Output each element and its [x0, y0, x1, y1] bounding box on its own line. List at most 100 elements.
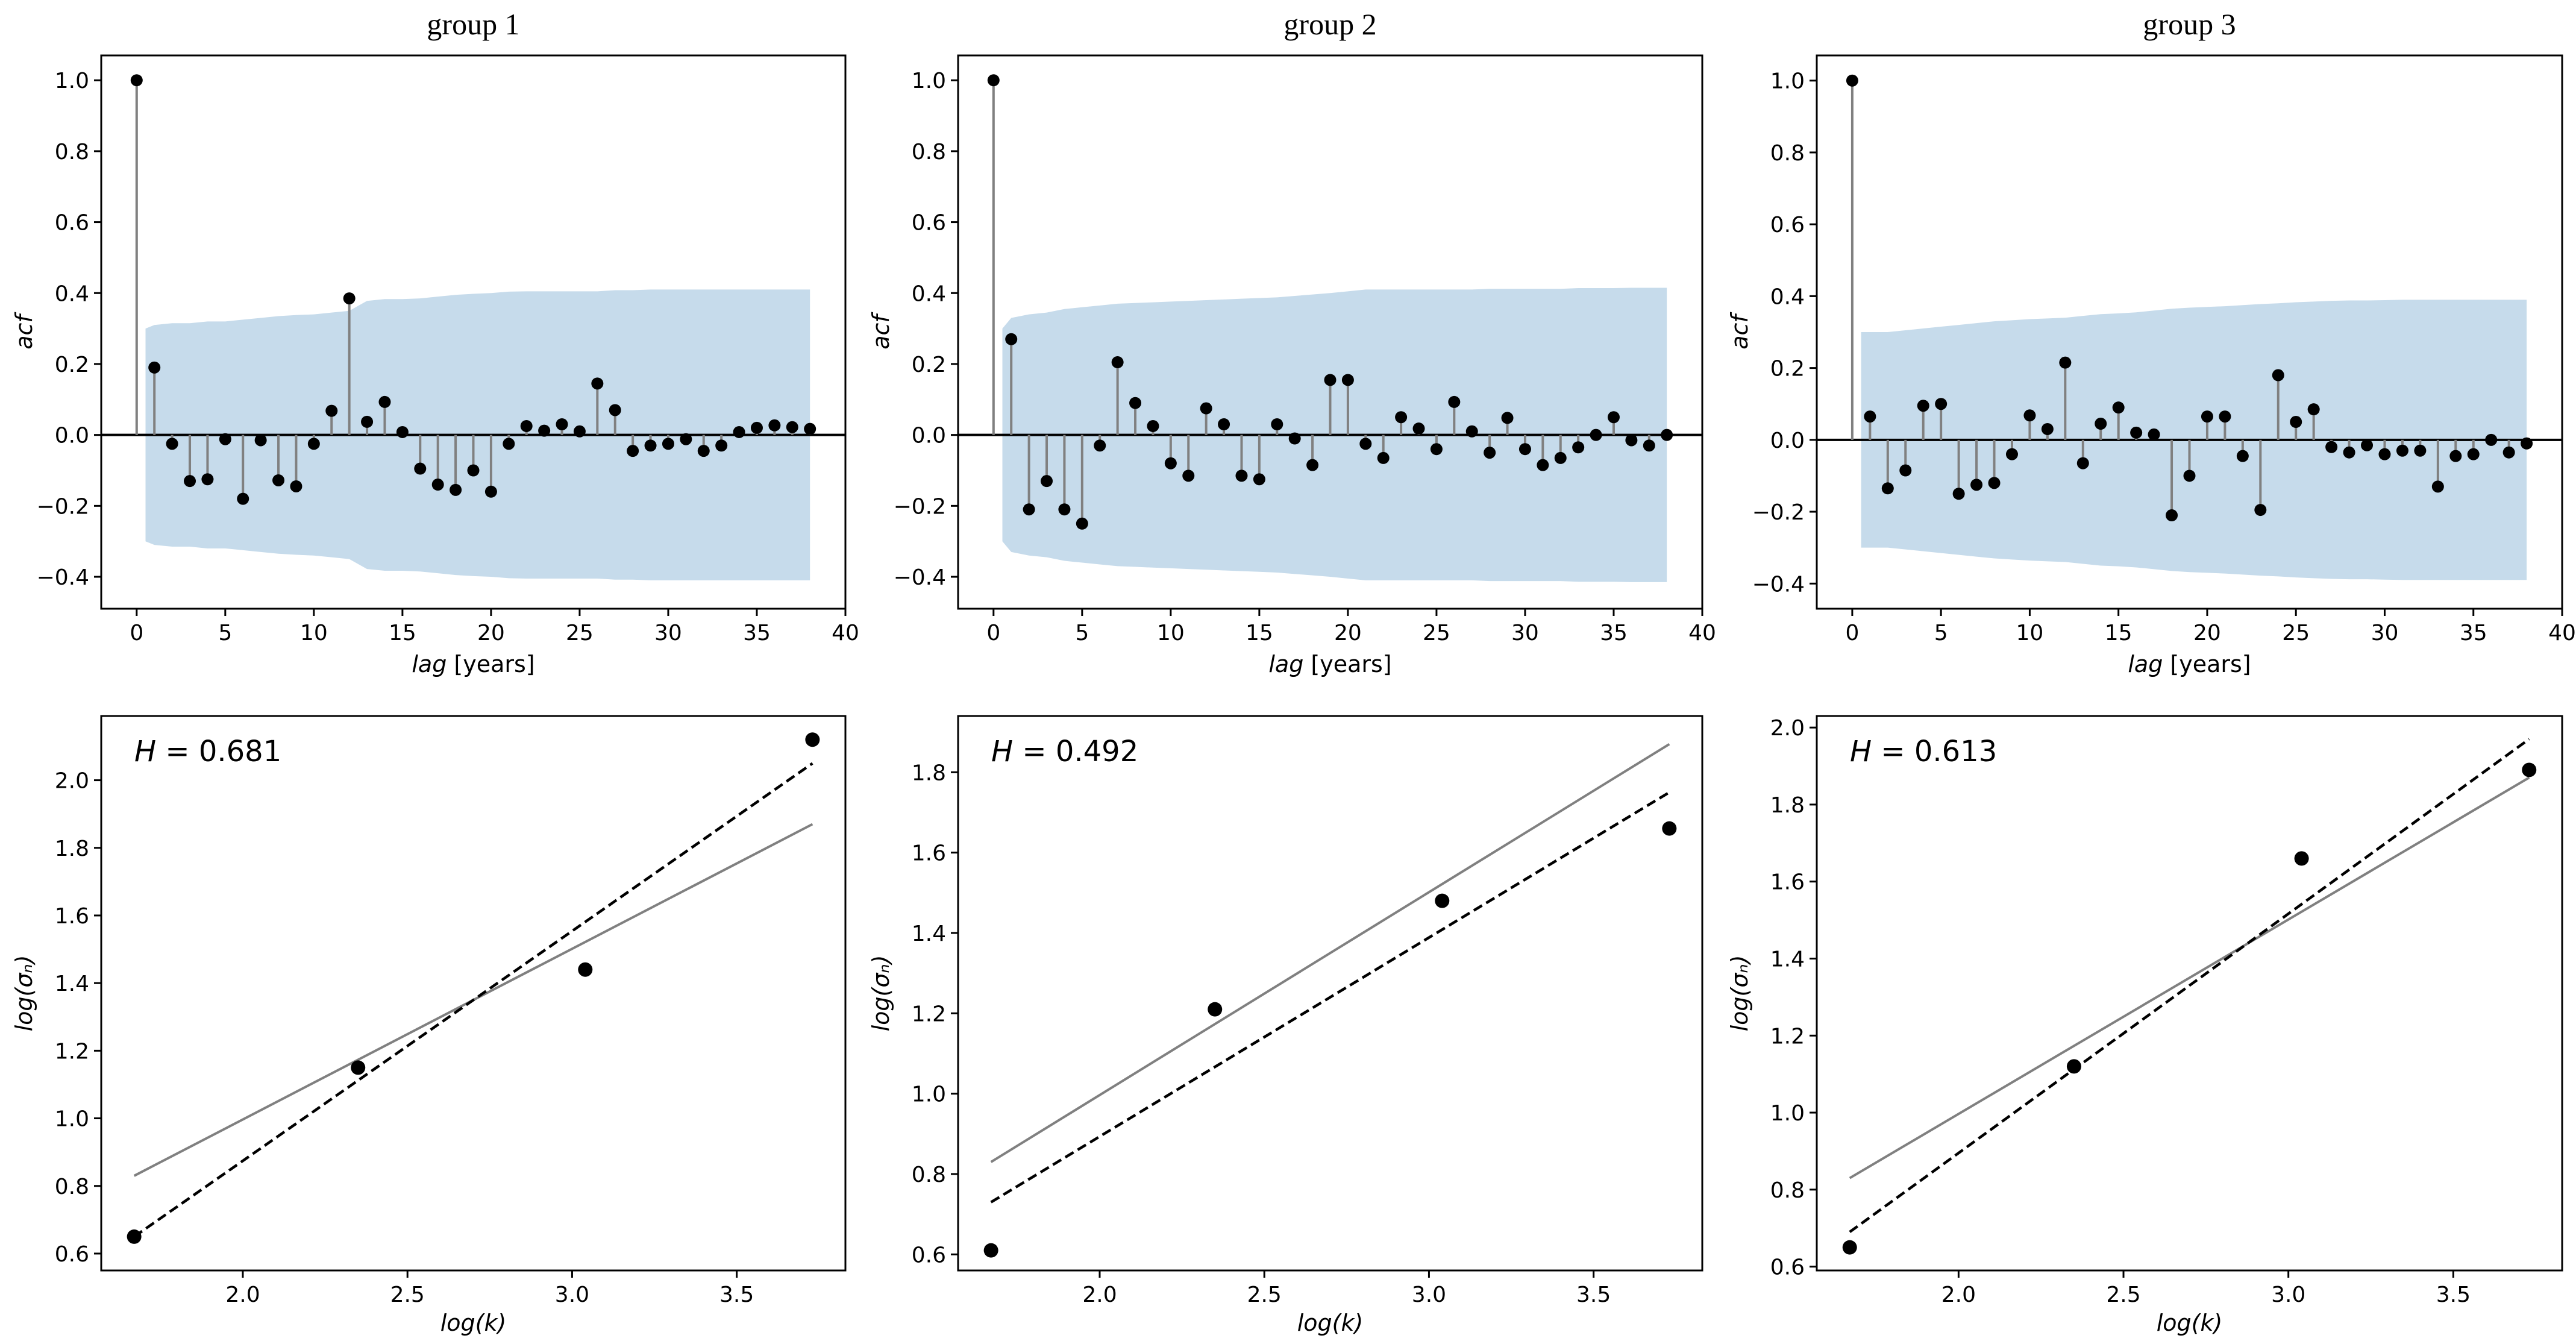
x-tick-label: 3.5: [719, 1283, 754, 1307]
acf-point: [396, 425, 409, 438]
acf-point: [2431, 480, 2444, 493]
x-axis-label: log(k): [1297, 1310, 1364, 1336]
acf-point: [2254, 504, 2267, 517]
acf-point: [573, 425, 586, 438]
x-tick-label: 35: [2460, 621, 2487, 645]
x-tick-label: 3.0: [555, 1283, 589, 1307]
y-tick-label: 1.6: [912, 841, 946, 866]
acf-point: [733, 425, 745, 438]
x-tick-label: 2.5: [2106, 1283, 2140, 1307]
acf-point: [254, 434, 267, 447]
acf-point: [662, 438, 674, 450]
y-tick-label: 1.8: [55, 837, 89, 861]
data-point: [1208, 1002, 1223, 1017]
y-axis-label: acf: [11, 312, 37, 350]
plot-area: [127, 732, 820, 1244]
y-tick-label: 0.4: [912, 281, 946, 306]
acf-point: [1572, 441, 1585, 454]
acf-point: [1952, 488, 1965, 500]
x-tick-label: 15: [1246, 621, 1273, 645]
x-tick-label: 2.0: [1941, 1283, 1976, 1307]
x-axis-label: log(k): [2157, 1310, 2223, 1336]
acf-point: [627, 445, 639, 457]
acf-point: [1970, 479, 1983, 491]
x-tick-label: 2.5: [1247, 1283, 1282, 1307]
x-axis-label-unit: [years]: [447, 651, 534, 677]
x-axis-label-italic: lag: [1268, 651, 1303, 677]
x-tick-label: 15: [389, 621, 416, 645]
y-tick-label: 1.4: [1770, 947, 1805, 972]
acf-point: [2272, 369, 2284, 382]
y-tick-label: 1.0: [912, 1082, 946, 1107]
acf-point: [1182, 469, 1195, 482]
acf-point: [1607, 411, 1620, 424]
hurst-annotation: H = 0.492: [991, 735, 1138, 768]
acf-point: [768, 419, 781, 432]
acf-point: [644, 439, 657, 452]
acf-point: [1164, 457, 1177, 469]
y-tick-label: 1.0: [1770, 1101, 1805, 1126]
acf-point: [378, 395, 391, 408]
y-axis-label: acf: [868, 312, 894, 350]
acf-point: [272, 474, 285, 486]
y-tick-label: 1.2: [55, 1039, 89, 1064]
acf-point: [237, 492, 249, 505]
acf-point: [414, 462, 427, 475]
data-point: [2294, 851, 2309, 866]
y-tick-label: 0.6: [1770, 1255, 1805, 1280]
y-tick-label: 1.0: [55, 1107, 89, 1132]
acf-point: [1288, 432, 1301, 445]
x-tick-label: 3.5: [1576, 1283, 1611, 1307]
x-axis-label: lag [years]: [2128, 651, 2251, 677]
acf-point: [1324, 374, 1337, 386]
acf-point: [591, 377, 604, 390]
acf-point: [467, 464, 480, 477]
acf-point: [2148, 428, 2160, 441]
y-tick-label: −0.4: [37, 565, 89, 590]
acf-point: [2414, 444, 2427, 457]
hurst-value: = 0.613: [1872, 735, 1997, 768]
acf-point: [520, 419, 533, 432]
acf-point: [361, 415, 374, 428]
acf-point: [2449, 450, 2462, 462]
x-axis-label: lag [years]: [412, 651, 534, 677]
axes-frame: [100, 54, 847, 610]
data-point: [127, 1229, 142, 1244]
x-tick-label: 40: [2548, 621, 2576, 645]
acf-point: [219, 433, 231, 445]
acf-point: [148, 361, 161, 374]
acf-point: [484, 485, 497, 498]
x-tick-label: 0: [1845, 621, 1859, 645]
acf-point: [2396, 444, 2408, 457]
y-tick-label: 1.4: [55, 972, 89, 996]
axes-frame: [957, 715, 1703, 1272]
acf-point: [715, 439, 728, 452]
acf-point: [431, 479, 444, 491]
acf-point: [2130, 426, 2143, 439]
acf-point: [2290, 416, 2302, 429]
acf-point: [1094, 439, 1106, 452]
acf-point: [2325, 441, 2338, 453]
y-tick-label: 1.0: [55, 69, 89, 93]
acf-point: [1076, 517, 1088, 530]
x-tick-label: 0: [986, 621, 1000, 645]
acf-point: [1864, 410, 1876, 423]
acf-point: [2095, 418, 2107, 430]
y-tick-label: 0.2: [912, 353, 946, 377]
acf-point: [1129, 397, 1142, 409]
hurst-value: = 0.492: [1013, 735, 1138, 768]
y-tick-label: −0.2: [37, 494, 89, 519]
y-tick-label: 0.2: [1770, 357, 1805, 382]
plot-area: [983, 743, 1677, 1258]
y-tick-label: 0.8: [912, 1163, 946, 1187]
acf-point: [2166, 509, 2178, 522]
hurst-value: = 0.681: [156, 735, 281, 768]
x-tick-label: 10: [2016, 621, 2044, 645]
y-tick-label: 2.0: [1770, 716, 1805, 741]
y-tick-label: 0.8: [1770, 141, 1805, 166]
acf-point: [503, 438, 515, 450]
subplot-1: 0 5 10 15 20 25 30 35 40 −0.4 −0.2 0.0 0.2 0.4 0.6 0.8 1…: [11, 7, 859, 677]
y-tick-label: 1.8: [912, 761, 946, 785]
x-tick-label: 5: [218, 621, 232, 645]
acf-point: [1306, 459, 1319, 471]
